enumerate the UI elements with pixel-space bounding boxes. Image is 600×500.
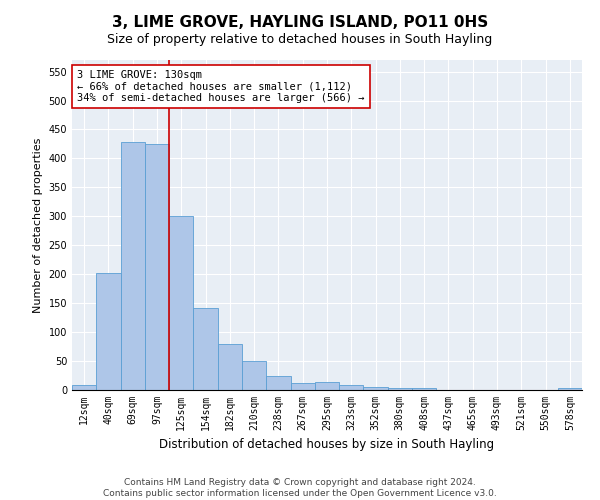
Text: Size of property relative to detached houses in South Hayling: Size of property relative to detached ho… <box>107 32 493 46</box>
Bar <box>412 388 436 390</box>
Bar <box>364 386 388 390</box>
Bar <box>96 273 121 390</box>
Bar <box>388 388 412 390</box>
Bar <box>339 385 364 390</box>
Text: 3 LIME GROVE: 130sqm
← 66% of detached houses are smaller (1,112)
34% of semi-de: 3 LIME GROVE: 130sqm ← 66% of detached h… <box>77 70 365 103</box>
Bar <box>169 216 193 390</box>
Bar <box>72 386 96 390</box>
Bar <box>290 383 315 390</box>
Bar <box>558 388 582 390</box>
Bar <box>315 382 339 390</box>
Bar <box>121 142 145 390</box>
Text: Contains HM Land Registry data © Crown copyright and database right 2024.
Contai: Contains HM Land Registry data © Crown c… <box>103 478 497 498</box>
Bar <box>193 308 218 390</box>
Bar <box>218 344 242 390</box>
Bar <box>266 376 290 390</box>
Y-axis label: Number of detached properties: Number of detached properties <box>33 138 43 312</box>
X-axis label: Distribution of detached houses by size in South Hayling: Distribution of detached houses by size … <box>160 438 494 452</box>
Bar <box>145 144 169 390</box>
Bar <box>242 361 266 390</box>
Text: 3, LIME GROVE, HAYLING ISLAND, PO11 0HS: 3, LIME GROVE, HAYLING ISLAND, PO11 0HS <box>112 15 488 30</box>
